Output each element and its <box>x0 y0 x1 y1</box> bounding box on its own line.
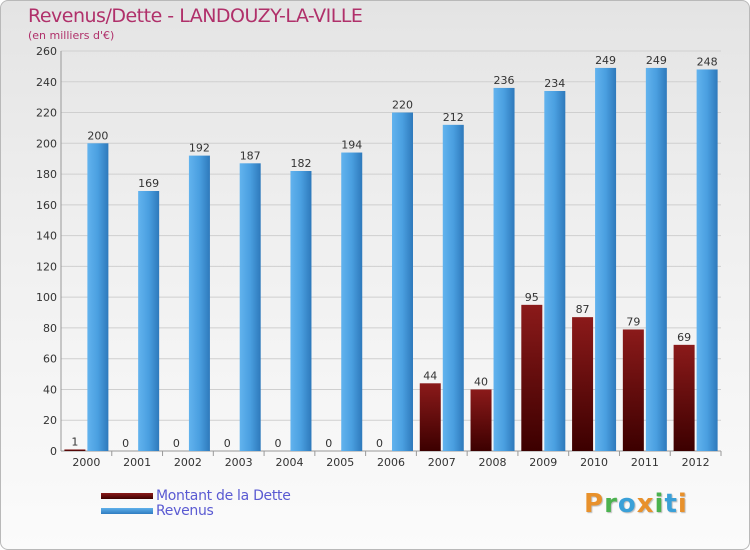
y-tick-label: 240 <box>36 76 57 89</box>
y-tick-label: 120 <box>36 260 57 273</box>
bar-revenus <box>493 87 515 451</box>
data-label-revenus: 194 <box>341 139 362 152</box>
x-tick-label: 2005 <box>326 456 354 469</box>
chart-subtitle: (en milliers d'€) <box>28 29 115 42</box>
bar-revenus <box>442 124 464 451</box>
bar-revenus <box>188 155 210 451</box>
data-label-revenus: 212 <box>443 111 464 124</box>
bar-revenus <box>696 69 718 451</box>
data-label-dette: 44 <box>423 369 437 382</box>
y-tick-label: 220 <box>36 107 57 120</box>
data-label-dette: 40 <box>474 375 488 388</box>
data-label-dette: 79 <box>626 315 640 328</box>
data-label-revenus: 192 <box>189 142 210 155</box>
y-tick-label: 0 <box>50 445 57 458</box>
y-tick-label: 260 <box>36 45 57 58</box>
y-tick-label: 200 <box>36 137 57 150</box>
logo-letter: x <box>636 489 655 519</box>
data-label-dette: 0 <box>325 437 332 450</box>
bar-dette <box>521 304 543 451</box>
y-tick-label: 80 <box>43 322 57 335</box>
x-tick-label: 2001 <box>123 456 151 469</box>
x-tick-label: 2006 <box>377 456 405 469</box>
logo-letter: r <box>604 489 618 519</box>
legend-label-revenus: Revenus <box>156 503 214 519</box>
data-label-revenus: 200 <box>87 129 108 142</box>
data-label-revenus: 220 <box>392 99 413 112</box>
x-tick-label: 2010 <box>580 456 608 469</box>
bar-dette <box>470 389 492 451</box>
x-tick-label: 2002 <box>174 456 202 469</box>
bar-dette <box>572 317 594 451</box>
bar-revenus <box>239 163 261 452</box>
data-label-revenus: 236 <box>494 74 515 87</box>
x-tick-label: 2004 <box>275 456 303 469</box>
data-label-dette: 0 <box>224 437 231 450</box>
x-tick-label: 2011 <box>631 456 659 469</box>
x-tick-label: 2012 <box>682 456 710 469</box>
y-tick-label: 100 <box>36 291 57 304</box>
x-tick-label: 2009 <box>529 456 557 469</box>
data-label-dette: 95 <box>525 291 539 304</box>
logo-letter: P <box>584 489 605 519</box>
data-label-dette: 87 <box>576 303 590 316</box>
bar-revenus <box>645 67 667 451</box>
y-tick-label: 40 <box>43 383 57 396</box>
data-label-revenus: 249 <box>646 54 667 67</box>
bar-revenus <box>544 91 566 451</box>
x-tick-label: 2003 <box>225 456 253 469</box>
legend-swatch-dette <box>101 493 153 499</box>
data-label-revenus: 248 <box>697 55 718 68</box>
data-label-dette: 0 <box>376 437 383 450</box>
bar-revenus <box>290 171 312 451</box>
bar-revenus <box>392 112 413 452</box>
y-tick-label: 180 <box>36 168 57 181</box>
x-tick-label: 2007 <box>428 456 456 469</box>
bar-revenus <box>138 191 160 451</box>
y-tick-label: 140 <box>36 230 57 243</box>
data-label-revenus: 249 <box>595 54 616 67</box>
data-label-dette: 0 <box>122 437 129 450</box>
data-label-dette: 1 <box>71 435 78 448</box>
data-label-revenus: 234 <box>544 77 565 90</box>
x-tick-label: 2008 <box>479 456 507 469</box>
bar-dette <box>419 383 441 451</box>
bar-dette <box>622 329 644 451</box>
data-label-dette: 0 <box>274 437 281 450</box>
logo-letter: o <box>617 489 637 519</box>
logo-letter: t <box>664 489 678 519</box>
data-label-revenus: 187 <box>240 149 261 162</box>
legend-label-dette: Montant de la Dette <box>156 488 291 504</box>
data-label-revenus: 169 <box>138 177 159 190</box>
bar-revenus <box>87 143 109 452</box>
data-label-dette: 0 <box>173 437 180 450</box>
legend-swatch-revenus <box>101 508 153 514</box>
proxiti-logo: Proxiti <box>584 489 688 519</box>
data-label-revenus: 182 <box>290 157 311 170</box>
logo-letter: i <box>654 489 665 519</box>
y-tick-label: 160 <box>36 199 57 212</box>
bar-dette <box>64 449 86 451</box>
bar-revenus <box>595 67 617 451</box>
bar-dette <box>673 344 695 451</box>
y-tick-label: 60 <box>43 353 57 366</box>
chart-title: Revenus/Dette - LANDOUZY-LA-VILLE <box>28 5 363 27</box>
logo-letter: i <box>677 489 688 519</box>
x-tick-label: 2000 <box>72 456 100 469</box>
data-label-dette: 69 <box>677 331 691 344</box>
y-tick-label: 20 <box>43 414 57 427</box>
bar-revenus <box>341 152 363 452</box>
